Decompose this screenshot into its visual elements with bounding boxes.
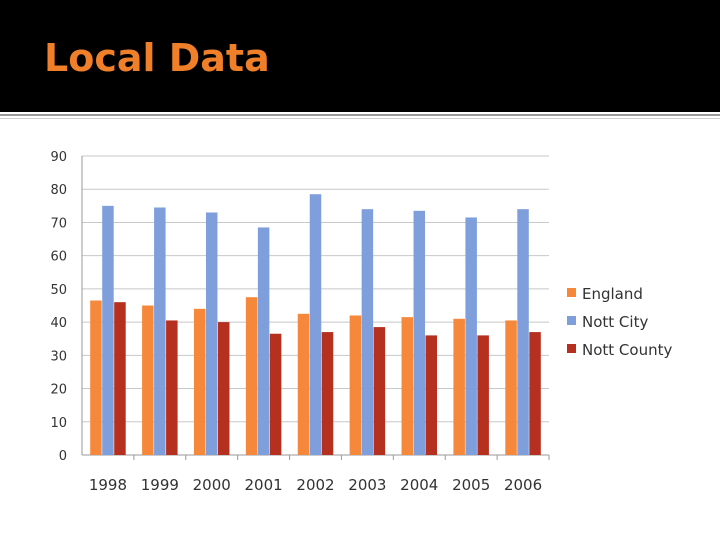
legend-swatch bbox=[567, 288, 576, 297]
bar-nott-city bbox=[413, 210, 426, 455]
bar-england bbox=[245, 297, 258, 455]
bar-nott-county bbox=[217, 322, 230, 455]
bar-nott-city bbox=[517, 209, 529, 455]
legend-label: Nott County bbox=[582, 341, 672, 359]
x-tick-label: 2000 bbox=[193, 476, 231, 494]
header-divider-thin bbox=[0, 118, 720, 119]
y-tick-label: 50 bbox=[50, 283, 67, 298]
bar-nott-city bbox=[465, 217, 477, 455]
bar-nott-city bbox=[102, 205, 114, 455]
x-axis-ticks: 1998 1999 2000 2001 2002 2003 2004 2005 2006 bbox=[89, 476, 542, 494]
slide-title: Local Data bbox=[44, 36, 270, 80]
x-tick-label: 2006 bbox=[504, 476, 542, 494]
y-tick-label: 80 bbox=[50, 183, 67, 198]
header-divider bbox=[0, 114, 720, 116]
legend-label: Nott City bbox=[582, 313, 648, 331]
bar-nott-county bbox=[529, 332, 541, 455]
bar-england bbox=[401, 317, 414, 455]
bar-nott-county bbox=[269, 333, 282, 455]
x-tick-label: 1998 bbox=[89, 476, 127, 494]
x-tick-label: 2001 bbox=[245, 476, 283, 494]
bar-england bbox=[453, 318, 465, 455]
bar-england bbox=[142, 305, 154, 455]
bar-nott-city bbox=[257, 227, 270, 455]
y-tick-label: 40 bbox=[50, 316, 67, 331]
bars bbox=[90, 194, 541, 455]
bar-england bbox=[349, 315, 362, 455]
bar-nott-city bbox=[205, 212, 218, 455]
bar-nott-county bbox=[425, 335, 438, 455]
legend-swatch bbox=[567, 344, 576, 353]
y-tick-label: 20 bbox=[50, 383, 67, 398]
y-axis-ticks: 0 10 20 30 40 50 60 70 80 90 bbox=[50, 150, 67, 464]
y-tick-label: 10 bbox=[50, 416, 67, 431]
bar-nott-county bbox=[321, 332, 334, 455]
bar-nott-county bbox=[114, 302, 126, 455]
bar-england bbox=[505, 320, 517, 455]
bar-england bbox=[193, 308, 206, 455]
bar-nott-city bbox=[361, 209, 374, 455]
legend-label: England bbox=[582, 285, 643, 303]
x-tick-label: 2002 bbox=[296, 476, 334, 494]
y-tick-label: 90 bbox=[50, 150, 67, 165]
bar-nott-county bbox=[373, 327, 386, 455]
y-tick-label: 60 bbox=[50, 250, 67, 265]
y-tick-label: 0 bbox=[59, 449, 67, 464]
y-tick-label: 30 bbox=[50, 349, 67, 364]
bar-nott-county bbox=[477, 335, 489, 455]
bar-nott-city bbox=[309, 194, 322, 455]
x-tick-label: 2004 bbox=[400, 476, 438, 494]
bar-england bbox=[90, 300, 102, 455]
legend-swatch bbox=[567, 316, 576, 325]
bar-nott-county bbox=[166, 320, 178, 455]
x-tick-label: 2005 bbox=[452, 476, 490, 494]
bar-england bbox=[297, 313, 310, 455]
y-tick-label: 70 bbox=[50, 216, 67, 231]
legend: England Nott City Nott County bbox=[567, 285, 672, 359]
slide-header: Local Data bbox=[0, 0, 720, 112]
bar-nott-city bbox=[154, 207, 166, 455]
x-tick-label: 2003 bbox=[348, 476, 386, 494]
x-tick-label: 1999 bbox=[141, 476, 179, 494]
